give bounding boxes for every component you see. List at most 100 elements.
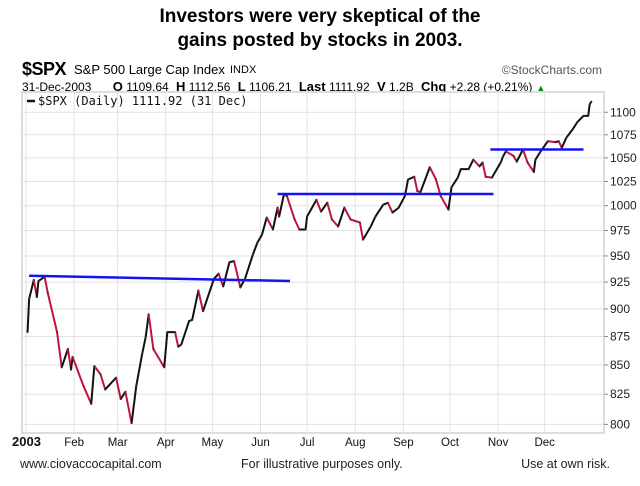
price-segment (124, 390, 133, 425)
price-segment (56, 331, 63, 369)
y-tick-label: 975 (610, 224, 630, 238)
y-tick-label: 825 (610, 387, 630, 401)
price-point (504, 150, 507, 153)
low-label: L (237, 79, 246, 94)
price-point (56, 331, 58, 333)
price-segment (407, 175, 416, 181)
price-point (386, 201, 389, 204)
price-segment (560, 136, 568, 149)
price-point (82, 385, 85, 387)
price-point (491, 176, 493, 179)
price-point (571, 128, 574, 131)
quote-row: 31-Dec-2003 O 1109.64 H 1112.56 L 1106.2… (22, 79, 549, 94)
price-segment (99, 373, 107, 391)
price-point (286, 195, 288, 197)
price-segment (343, 206, 352, 221)
volume-value: 1.2B (389, 80, 414, 94)
price-point (104, 388, 107, 391)
price-segment (358, 221, 365, 241)
price-segment (490, 160, 503, 179)
plot-area (21, 91, 605, 434)
price-point (484, 175, 487, 178)
price-segment (135, 351, 144, 387)
price-point (174, 331, 176, 333)
price-segment (278, 193, 285, 218)
price-segment (222, 261, 231, 288)
open-label: O (112, 79, 123, 94)
price-point (35, 296, 38, 298)
price-point (144, 336, 147, 339)
high-value: 1112.56 (188, 80, 231, 94)
low-value: 1106.21 (249, 80, 292, 94)
quote-date: 31-Dec-2003 (22, 80, 92, 94)
y-tick-label: 1075 (610, 128, 637, 142)
price-segment (315, 198, 323, 213)
price-segment (439, 194, 450, 211)
volume-label: V (377, 79, 386, 94)
trendline (29, 274, 291, 283)
price-segment (362, 225, 372, 241)
price-point (582, 114, 585, 117)
price-point (362, 238, 364, 241)
price-segment (546, 140, 557, 144)
footer-risk: Use at own risk. (521, 457, 610, 471)
price-segment (504, 150, 515, 158)
chart-title-line-1: Investors were very skeptical of the (159, 6, 481, 27)
price-point (233, 260, 236, 263)
price-segment (115, 376, 122, 400)
price-series (26, 100, 593, 425)
price-point (251, 254, 254, 256)
y-tick-label: 800 (610, 417, 630, 431)
price-segment (90, 365, 96, 405)
price-segment (147, 313, 155, 350)
price-point (435, 178, 437, 181)
price-point (26, 331, 29, 333)
x-tick-label: Sep (393, 437, 413, 449)
y-tick-label: 875 (610, 330, 630, 344)
price-segment (330, 218, 340, 228)
price-segment (60, 347, 69, 369)
price-segment (467, 158, 475, 171)
price-point (188, 320, 190, 322)
price-segment (141, 336, 147, 354)
price-segment (326, 201, 333, 221)
footer-website: www.ciovaccocapital.com (20, 457, 162, 471)
price-point (152, 348, 155, 350)
price-point (554, 141, 557, 144)
last-label: Last (298, 79, 326, 94)
chart-title-line-2: gains posted by stocks in 2003. (177, 30, 463, 51)
price-point (70, 368, 72, 371)
price-segment (450, 176, 459, 189)
price-point (326, 201, 329, 204)
price-point (304, 228, 307, 231)
price-segment (472, 158, 481, 168)
x-tick-label: Apr (157, 437, 175, 449)
x-tick-label: May (201, 437, 223, 449)
price-point (67, 348, 69, 350)
price-point (416, 190, 419, 192)
price-point (331, 218, 333, 221)
price-segment (130, 384, 138, 425)
price-segment (481, 161, 487, 178)
y-tick-label: 925 (610, 275, 630, 289)
price-point (90, 402, 93, 405)
price-point (478, 165, 481, 168)
x-tick-label: Feb (64, 437, 84, 449)
price-segment (565, 128, 574, 139)
y-tick-label: 950 (610, 249, 630, 263)
price-point (391, 211, 394, 214)
price-point (256, 241, 259, 244)
price-segment (304, 215, 309, 231)
price-point (147, 313, 150, 316)
price-point (124, 390, 127, 393)
price-point (374, 215, 377, 218)
price-point (197, 289, 200, 292)
price-segment (46, 291, 59, 334)
y-tick-label: 900 (610, 302, 630, 316)
price-segment (571, 121, 579, 131)
price-point (576, 121, 579, 124)
price-point (163, 366, 166, 369)
price-segment (265, 216, 274, 231)
price-segment (320, 201, 329, 213)
